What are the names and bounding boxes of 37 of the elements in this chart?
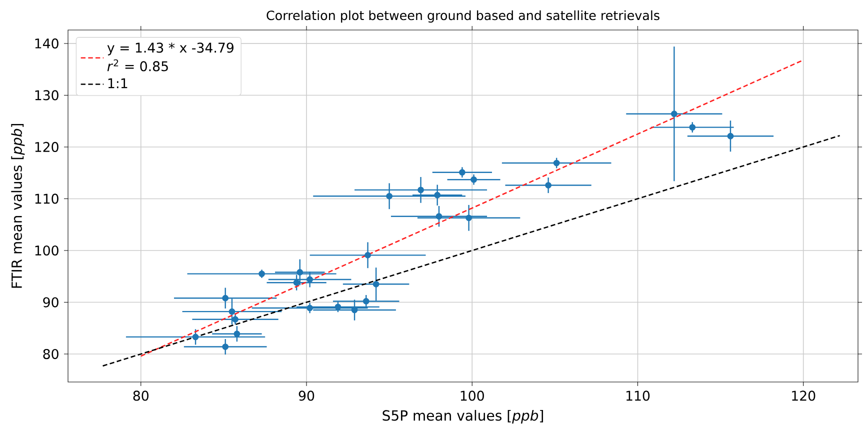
x-tick-label: 110 [626,390,650,401]
x-axis-title: S5P mean values [ppb] [382,410,544,424]
y-tick-label: 130 [35,90,58,100]
point [418,186,424,194]
point [296,269,304,276]
point [362,298,370,304]
legend-label: y = 1.43 * x -34.79 [107,42,234,56]
annotation: r$^{2}$ = 0.85 [107,59,168,72]
y-tick-label: 120 [35,142,58,152]
point [436,213,442,220]
legend-label: 1:1 [108,78,128,88]
y-tick-label: 80 [43,348,58,360]
point [364,252,371,258]
point [306,276,314,283]
point [545,182,552,188]
y-tick-label: 100 [35,245,58,256]
x-tick-label: 120 [792,390,816,401]
point [222,294,229,302]
x-tick-label: 100 [460,390,484,401]
x-tick-label: 90 [298,390,314,401]
point [386,192,393,200]
y-tick-label: 90 [43,297,58,308]
point [234,330,240,338]
point [434,192,441,198]
x-tick-label: 80 [133,390,148,401]
y-axis-title: FTIR mean values [ppb] [11,124,25,288]
point [192,334,199,340]
y-tick-label: 140 [35,38,58,48]
point [670,110,678,118]
point [228,308,236,315]
point [466,214,472,222]
point [372,280,380,288]
point [727,132,734,140]
y-tick-label: 110 [35,194,58,204]
point [293,279,300,286]
point [222,344,229,350]
chart-title: Correlation plot between ground based and satellite retrievals [266,10,660,23]
